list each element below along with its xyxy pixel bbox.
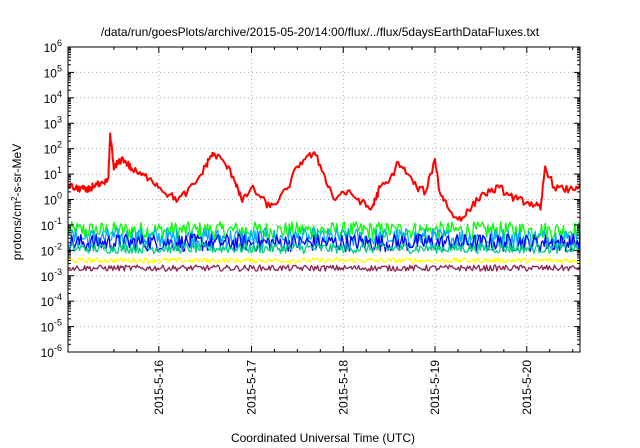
series-line bbox=[67, 233, 581, 253]
x-tick-label: 2015-5-20 bbox=[520, 360, 534, 415]
y-tick-exponent: 0 bbox=[57, 191, 62, 201]
y-tick-base: 10 bbox=[41, 270, 55, 284]
y-tick-base: 10 bbox=[41, 321, 55, 335]
y-tick-base: 10 bbox=[44, 41, 58, 55]
y-axis-label-pre: protons/cm bbox=[10, 201, 24, 260]
y-tick-base: 10 bbox=[44, 92, 58, 106]
y-tick-exponent: 2 bbox=[57, 140, 62, 150]
y-tick-label: 10-3 bbox=[41, 267, 62, 284]
series-line bbox=[67, 257, 581, 264]
y-tick-exponent: 4 bbox=[57, 89, 62, 99]
y-axis-label-sup: 2 bbox=[10, 196, 19, 201]
y-tick-base: 10 bbox=[44, 143, 58, 157]
series-line bbox=[67, 132, 581, 222]
y-tick-label: 102 bbox=[44, 140, 62, 157]
grid bbox=[68, 47, 580, 352]
y-tick-label: 10-5 bbox=[41, 318, 62, 335]
x-tick-label: 2015-5-16 bbox=[152, 360, 166, 415]
y-tick-exponent: 6 bbox=[57, 38, 62, 48]
y-tick-label: 10-4 bbox=[41, 292, 62, 309]
y-tick-base: 10 bbox=[41, 219, 55, 233]
series-line bbox=[67, 264, 581, 272]
y-tick-exponent: -2 bbox=[54, 241, 62, 251]
y-tick-label: 104 bbox=[44, 89, 62, 106]
y-tick-exponent: 5 bbox=[57, 63, 62, 73]
y-tick-label: 10-2 bbox=[41, 241, 62, 258]
y-tick-base: 10 bbox=[44, 194, 58, 208]
y-tick-base: 10 bbox=[44, 66, 58, 80]
y-tick-label: 101 bbox=[44, 165, 62, 182]
y-tick-exponent: -6 bbox=[54, 343, 62, 353]
x-tick-label: 2015-5-19 bbox=[428, 360, 442, 415]
x-axis-label: Coordinated Universal Time (UTC) bbox=[231, 431, 415, 445]
y-axis-label-post: -s-sr-MeV bbox=[10, 144, 24, 197]
y-tick-exponent: -3 bbox=[54, 267, 62, 277]
y-tick-base: 10 bbox=[41, 346, 55, 360]
y-tick-base: 10 bbox=[41, 244, 55, 258]
series-line bbox=[67, 227, 581, 250]
x-tick-label: 2015-5-18 bbox=[336, 360, 350, 415]
y-tick-label: 10-6 bbox=[41, 343, 62, 360]
y-tick-label: 100 bbox=[44, 191, 62, 208]
y-tick-label: 10-1 bbox=[41, 216, 62, 233]
y-axis-ticks: 10-610-510-410-310-210-11001011021031041… bbox=[41, 38, 580, 360]
y-tick-exponent: 1 bbox=[57, 165, 62, 175]
series-line bbox=[67, 242, 581, 255]
y-axis-label: protons/cm2-s-sr-MeV bbox=[10, 144, 25, 260]
y-tick-label: 106 bbox=[44, 38, 62, 55]
y-tick-base: 10 bbox=[44, 168, 58, 182]
y-tick-label: 105 bbox=[44, 63, 62, 80]
y-tick-exponent: -5 bbox=[54, 318, 62, 328]
chart-title: /data/run/goesPlots/archive/2015-05-20/1… bbox=[101, 25, 540, 39]
series-group bbox=[67, 132, 581, 272]
y-tick-exponent: -4 bbox=[54, 292, 62, 302]
x-tick-label: 2015-5-17 bbox=[245, 360, 259, 415]
y-tick-exponent: 3 bbox=[57, 114, 62, 124]
y-tick-base: 10 bbox=[41, 295, 55, 309]
y-tick-base: 10 bbox=[44, 117, 58, 131]
y-tick-label: 103 bbox=[44, 114, 62, 131]
y-tick-exponent: -1 bbox=[54, 216, 62, 226]
x-axis-ticks: 2015-5-16 2015-5-17 2015-5-18 2015-5-19 2015… bbox=[113, 47, 574, 415]
